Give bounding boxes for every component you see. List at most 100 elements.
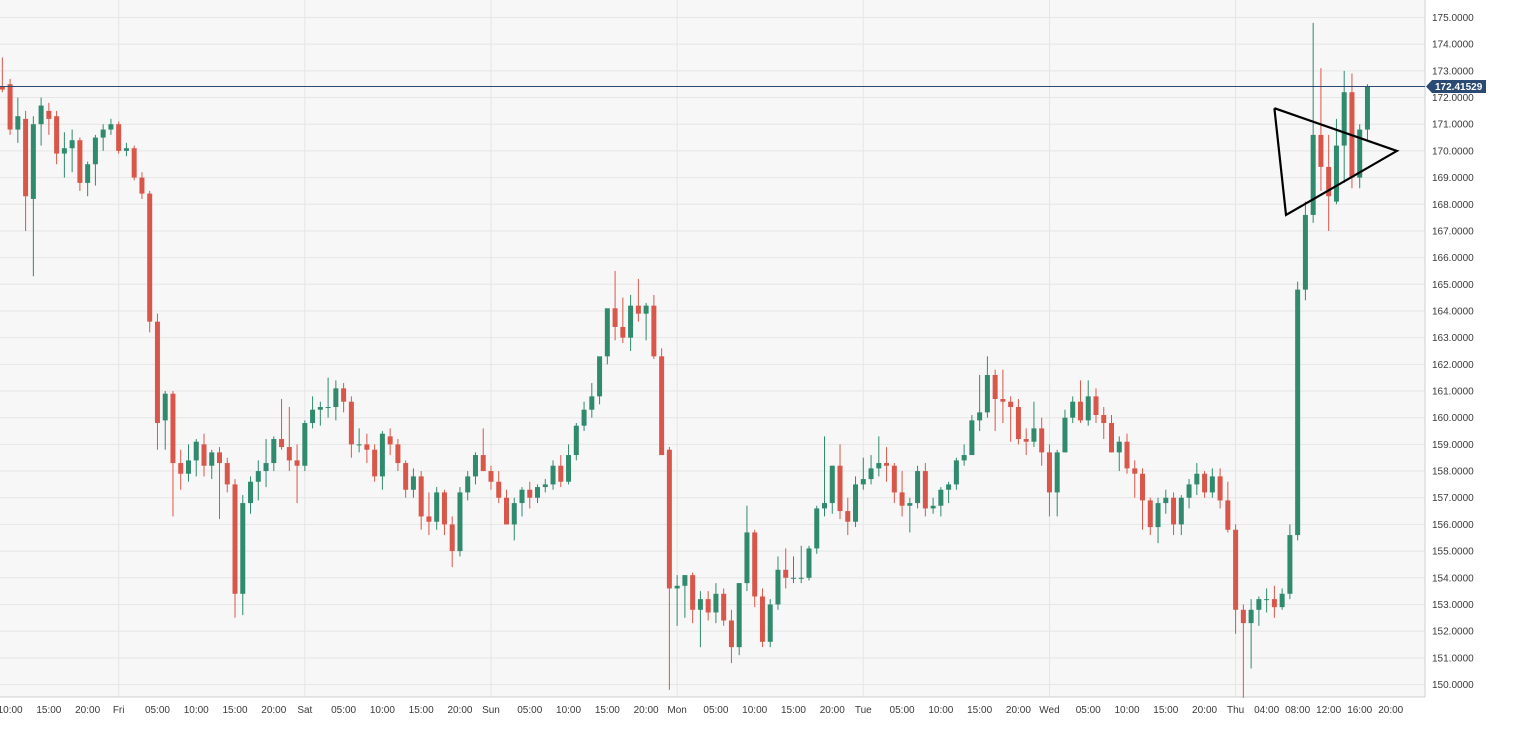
candle-body	[752, 532, 758, 597]
candle-down	[1000, 369, 1006, 424]
candle-down	[659, 348, 665, 456]
candle-down	[279, 399, 285, 450]
candle-up	[271, 436, 277, 472]
candle-body	[597, 356, 603, 397]
candle-down	[1077, 380, 1083, 424]
candle-body	[837, 465, 843, 512]
x-tick-label: 15:00	[36, 705, 61, 716]
candle-body	[690, 575, 696, 610]
candle-up	[1256, 596, 1262, 626]
candle-body	[767, 604, 773, 642]
candle-body	[612, 308, 618, 327]
candle-down	[845, 497, 851, 536]
candle-up	[61, 132, 67, 178]
candle-up	[1357, 124, 1363, 189]
candle-up	[1085, 380, 1091, 426]
candle-up	[1194, 463, 1200, 496]
x-tick-label: 10:00	[1114, 705, 1139, 716]
candle-up	[108, 118, 114, 135]
candle-body	[61, 148, 67, 154]
candle-body	[922, 471, 928, 509]
candle-body	[535, 487, 541, 498]
candle-body	[185, 460, 191, 474]
candle-body	[1077, 401, 1083, 421]
candle-body	[775, 569, 781, 605]
candle-body	[1031, 428, 1037, 442]
candle-body	[1062, 417, 1068, 453]
y-tick-label: 165.0000	[1432, 280, 1474, 291]
candle-body	[1209, 476, 1215, 493]
candle-down	[899, 471, 905, 517]
candle-body	[798, 577, 804, 579]
candle-up	[410, 468, 416, 498]
candle-down	[449, 516, 455, 568]
candle-body	[1248, 609, 1254, 624]
candle-up	[604, 308, 610, 365]
candle-down	[1093, 388, 1099, 424]
candle-body	[496, 481, 502, 498]
candle-body	[589, 396, 595, 410]
candle-down	[1171, 492, 1177, 536]
candle-body	[759, 596, 765, 642]
candle-body	[1326, 166, 1332, 197]
candle-body	[15, 116, 21, 130]
candle-up	[876, 436, 882, 477]
candle-body	[744, 532, 750, 584]
candle-body	[372, 449, 378, 477]
candle-up	[767, 599, 773, 648]
candle-up	[915, 465, 921, 509]
y-tick-label: 171.0000	[1432, 120, 1474, 131]
candle-up	[255, 460, 261, 501]
x-tick-label: 20:00	[447, 705, 472, 716]
candle-body	[868, 468, 874, 480]
candle-down	[46, 102, 52, 135]
candle-up	[1031, 401, 1037, 448]
candle-body	[116, 124, 122, 151]
candle-body	[46, 110, 52, 119]
candle-body	[511, 503, 517, 525]
candle-down	[426, 492, 432, 536]
x-tick-label: 12:00	[1316, 705, 1341, 716]
candle-body	[930, 505, 936, 509]
candle-body	[1302, 214, 1308, 290]
candle-body	[899, 492, 905, 506]
candle-body	[108, 124, 114, 130]
candle-body	[0, 86, 5, 90]
candle-up	[969, 415, 975, 456]
candle-body	[1240, 609, 1246, 624]
candle-body	[1287, 535, 1293, 594]
candle-down	[496, 471, 502, 504]
candle-down	[232, 479, 238, 618]
candle-body	[884, 463, 890, 466]
candle-body	[1295, 289, 1301, 536]
candle-body	[488, 471, 494, 482]
candle-down	[201, 433, 207, 477]
candle-body	[1194, 473, 1200, 485]
candle-body	[418, 476, 424, 517]
y-tick-label: 167.0000	[1432, 226, 1474, 237]
candle-body	[1000, 399, 1006, 402]
candle-up	[1070, 396, 1076, 424]
candles	[0, 22, 1370, 698]
candle-up	[1155, 497, 1161, 544]
plot-area-background	[0, 0, 1425, 697]
candle-body	[92, 137, 98, 165]
y-tick-label: 158.0000	[1432, 467, 1474, 478]
candle-up	[961, 444, 967, 466]
candle-up	[1178, 495, 1184, 536]
candle-body	[69, 140, 75, 149]
x-tick-label: 10:00	[556, 705, 581, 716]
candle-up	[1302, 201, 1308, 301]
candle-body	[728, 620, 734, 648]
candle-body	[1233, 529, 1239, 610]
current-price-label-text: 172.41529	[1435, 82, 1483, 93]
y-tick-label: 163.0000	[1432, 333, 1474, 344]
candle-up	[240, 495, 246, 616]
candle-body	[154, 321, 160, 424]
candle-up	[1248, 599, 1254, 669]
candle-up	[953, 457, 959, 490]
candle-up	[123, 142, 129, 157]
candle-up	[790, 556, 796, 584]
candle-body	[1124, 441, 1130, 469]
